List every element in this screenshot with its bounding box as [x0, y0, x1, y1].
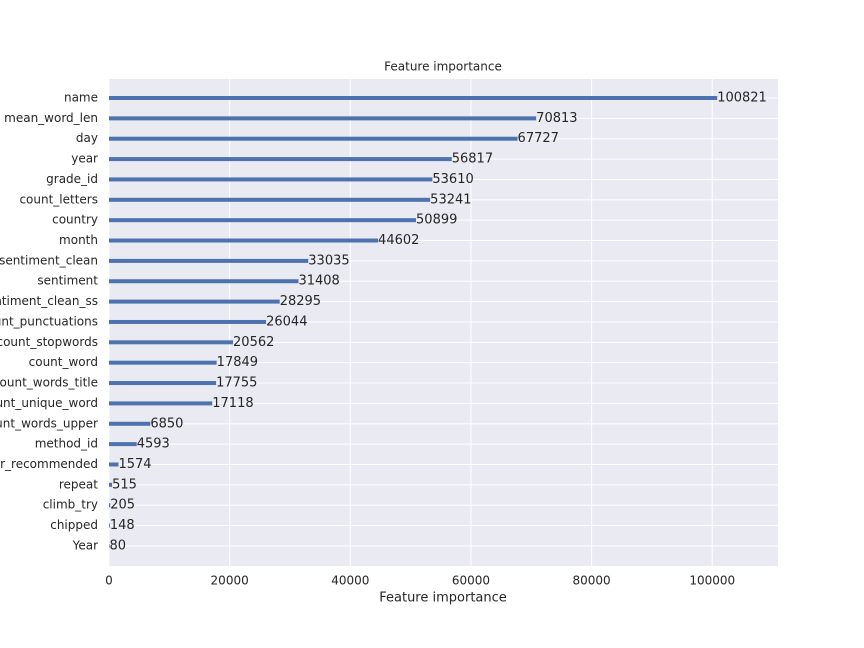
bar	[109, 442, 137, 447]
y-tick-label: entiment_clean_ss	[0, 294, 98, 308]
value-label: 67727	[518, 131, 559, 146]
value-label: 17118	[212, 396, 253, 411]
bar	[109, 116, 537, 121]
value-label: 515	[112, 477, 137, 492]
y-tick-label: day	[76, 131, 98, 145]
value-label: 148	[110, 518, 135, 533]
x-tick-label: 40000	[331, 574, 369, 588]
x-tick-label: 60000	[452, 574, 490, 588]
bar	[109, 96, 718, 100]
bar	[109, 421, 151, 426]
value-label: 28295	[280, 294, 321, 309]
bar	[109, 523, 110, 528]
bar	[109, 319, 267, 324]
value-label: 20562	[233, 335, 274, 350]
y-tick-label: count_word	[29, 355, 98, 369]
value-label: 44602	[378, 233, 419, 248]
y-tick-label: er_recommended	[0, 457, 98, 471]
value-label: 17755	[216, 376, 257, 391]
value-label: 100821	[717, 91, 767, 106]
y-tick-label: mean_word_len	[4, 111, 98, 125]
bar	[109, 136, 518, 141]
y-tick-label: ount_words_title	[0, 376, 98, 390]
x-tick-label: 0	[105, 574, 113, 588]
x-tick-label: 100000	[689, 574, 735, 588]
value-label: 53610	[432, 172, 473, 187]
x-axis-label: Feature importance	[379, 591, 507, 606]
value-label: 6850	[150, 416, 183, 431]
value-label: 17849	[217, 355, 258, 370]
bar	[109, 218, 417, 223]
bar	[109, 299, 280, 304]
value-label: 205	[110, 498, 135, 513]
bar	[109, 238, 379, 243]
y-tick-label: count_letters	[19, 192, 98, 206]
y-tick-label: grade_id	[46, 172, 98, 186]
bar	[109, 258, 309, 263]
bar	[109, 381, 217, 386]
bar	[109, 157, 452, 162]
y-tick-label: year	[71, 152, 98, 166]
value-label: 70813	[536, 111, 577, 126]
bar	[109, 482, 113, 487]
y-tick-label: count_stopwords	[0, 335, 98, 349]
value-label: 80	[109, 538, 126, 553]
y-tick-label: chipped	[50, 518, 98, 532]
y-tick-label: country	[52, 213, 98, 227]
y-tick-label: name	[64, 91, 98, 105]
chart-title: Feature importance	[384, 60, 502, 74]
value-label: 50899	[416, 213, 457, 228]
bar	[109, 503, 111, 508]
bar	[109, 462, 119, 467]
value-label: 33035	[308, 253, 349, 268]
bar	[109, 197, 431, 202]
y-tick-label: Year	[72, 538, 98, 552]
value-label: 1574	[118, 457, 151, 472]
value-label: 26044	[266, 314, 307, 329]
bar	[109, 177, 433, 182]
bar	[109, 360, 217, 365]
x-tick-label: 80000	[573, 574, 611, 588]
value-label: 56817	[452, 152, 493, 167]
value-label: 4593	[137, 437, 170, 452]
y-tick-label: month	[59, 233, 98, 247]
y-tick-label: repeat	[59, 477, 98, 491]
value-label: 53241	[430, 192, 471, 207]
bar	[109, 401, 213, 406]
y-tick-label: climb_try	[43, 498, 98, 512]
y-tick-label: sentiment_clean	[0, 253, 98, 267]
y-tick-label: method_id	[35, 437, 98, 451]
value-label: 31408	[298, 274, 339, 289]
y-tick-label: ount_words_upper	[0, 416, 98, 430]
bar	[109, 340, 234, 345]
x-tick-label: 20000	[211, 574, 249, 588]
y-tick-label: unt_unique_word	[0, 396, 98, 410]
y-tick-label: sentiment	[37, 274, 98, 288]
bar	[109, 279, 299, 284]
y-tick-label: unt_punctuations	[0, 314, 98, 328]
